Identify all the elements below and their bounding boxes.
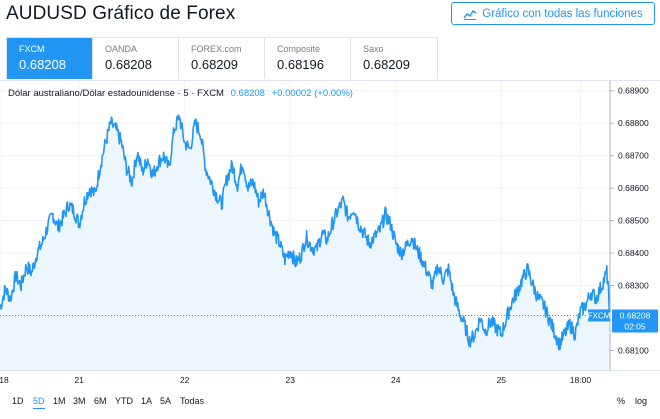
- tab-name: FXCM: [19, 44, 45, 54]
- header: AUDUSD Gráfico de Forex Gráfico con toda…: [0, 0, 660, 32]
- log-scale-button[interactable]: log: [635, 396, 648, 406]
- range-all-button[interactable]: Todas: [180, 396, 205, 406]
- y-tick-label: 0.68800: [618, 118, 649, 128]
- tab-price: 0.68209: [363, 57, 410, 72]
- price-badge: [612, 309, 658, 333]
- tab-price: 0.68208: [19, 57, 66, 72]
- tab-fxcm[interactable]: FXCM 0.68208: [7, 38, 93, 79]
- y-tick-label: 0.68400: [618, 248, 649, 258]
- full-chart-button-label: Gráfico con todas las funciones: [482, 7, 643, 20]
- price-line: [0, 114, 611, 351]
- range-5d-button[interactable]: 5D: [33, 396, 45, 409]
- percent-scale-button[interactable]: %: [617, 396, 626, 406]
- x-tick-label: 24: [391, 375, 401, 385]
- price-badge-value: 0.68208: [620, 310, 651, 320]
- badge-source-box: [588, 309, 610, 322]
- badge-source-label: FXCM: [588, 311, 611, 320]
- y-tick-label: 0.68900: [618, 86, 649, 96]
- legend-change: +0.00002 (+0.00%): [271, 88, 353, 99]
- chart-legend: Dólar australiano/Dólar estadounidense ·…: [8, 88, 353, 99]
- y-tick-label: 0.68500: [618, 216, 649, 226]
- x-tick-label: 22: [180, 375, 190, 385]
- x-tick-label: 25: [497, 375, 507, 385]
- tab-name: FOREX.com: [191, 44, 242, 54]
- page-title: AUDUSD Gráfico de Forex: [6, 3, 236, 24]
- y-tick-label: 0.68700: [618, 151, 649, 161]
- tab-price: 0.68196: [277, 57, 324, 72]
- tab-price: 0.68208: [105, 57, 152, 72]
- x-tick-label: 23: [285, 375, 295, 385]
- price-chart[interactable]: 0.68900 0.68800 0.68700 0.68600 0.68500 0.684…: [0, 0, 660, 393]
- range-6m-button[interactable]: 6M: [94, 396, 107, 406]
- legend-price: 0.68208: [230, 88, 265, 99]
- tab-name: OANDA: [105, 44, 138, 54]
- range-bar: 1D 5D 1M 3M 6M YTD 1A 5A Todas % log: [0, 393, 660, 419]
- range-5a-button[interactable]: 5A: [160, 396, 172, 406]
- tab-saxo[interactable]: Saxo 0.68209: [351, 38, 437, 79]
- x-tick-label: 21: [74, 375, 84, 385]
- range-3m-button[interactable]: 3M: [73, 396, 86, 406]
- x-tick-label: 18: [0, 375, 9, 385]
- chart-line-icon: [463, 9, 477, 20]
- tab-forex-com[interactable]: FOREX.com 0.68209: [179, 38, 265, 79]
- range-ytd-button[interactable]: YTD: [115, 396, 133, 406]
- tab-composite[interactable]: Composite 0.68196: [265, 38, 351, 79]
- legend-symbol: Dólar australiano/Dólar estadounidense ·…: [8, 88, 224, 99]
- x-tick-label: 18:00: [570, 375, 592, 385]
- price-badge-countdown: 02:05: [624, 321, 646, 331]
- range-1a-button[interactable]: 1A: [141, 396, 153, 406]
- y-tick-label: 0.68600: [618, 183, 649, 193]
- tab-price: 0.68209: [191, 57, 238, 72]
- y-tick-label: 0.68100: [618, 346, 649, 356]
- range-1m-button[interactable]: 1M: [53, 396, 66, 406]
- full-chart-button[interactable]: Gráfico con todas las funciones: [451, 2, 655, 25]
- tab-name: Composite: [277, 44, 321, 54]
- chart-frame: [0, 80, 660, 391]
- range-1d-button[interactable]: 1D: [12, 396, 24, 406]
- tab-name: Saxo: [363, 44, 384, 54]
- tab-oanda[interactable]: OANDA 0.68208: [93, 38, 179, 79]
- y-tick-label: 0.68300: [618, 281, 649, 291]
- exchange-tabs: FXCM 0.68208 OANDA 0.68208 FOREX.com 0.6…: [6, 37, 438, 79]
